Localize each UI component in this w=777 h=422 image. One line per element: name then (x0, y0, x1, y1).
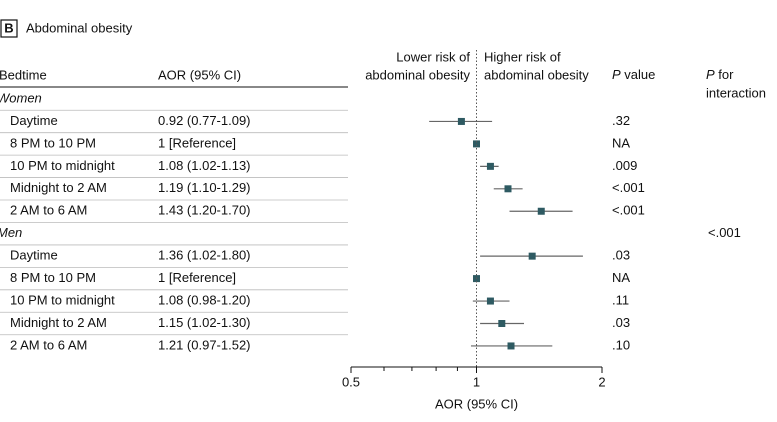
panel-label: B (4, 20, 13, 35)
point-estimate (457, 117, 465, 125)
column-header: P value (612, 67, 655, 82)
header-part: P (612, 67, 621, 82)
header-part: for (715, 67, 734, 82)
x-axis-title: AOR (95% CI) (435, 396, 518, 411)
aor-label: 0.92 (0.77-1.09) (158, 113, 251, 128)
panel-box (0, 19, 18, 38)
group-label: Men (0, 225, 22, 240)
aor-label: 1 [Reference] (158, 270, 236, 285)
row-label: 10 PM to midnight (10, 158, 115, 173)
aor-label: 1.43 (1.20-1.70) (158, 203, 251, 218)
p-value: .009 (612, 158, 637, 173)
header-part: value (621, 67, 656, 82)
point-estimate (507, 342, 515, 350)
point-estimate (473, 140, 480, 148)
p-value: .10 (612, 337, 630, 352)
row-label: Daytime (10, 248, 58, 263)
x-tick-label: 1 (473, 374, 480, 389)
p-value: <.001 (612, 180, 645, 195)
p-interaction: <.001 (708, 225, 741, 240)
chart-title: Abdominal obesity (26, 20, 133, 35)
point-estimate (537, 207, 545, 215)
row-label: 8 PM to 10 PM (10, 270, 96, 285)
header-part: P (706, 67, 715, 82)
p-value: NA (612, 270, 630, 285)
x-tick-label: 0.5 (342, 374, 360, 389)
point-estimate (486, 297, 494, 305)
row-label: Midnight to 2 AM (10, 315, 107, 330)
p-value: .03 (612, 315, 630, 330)
aor-label: 1.19 (1.10-1.29) (158, 180, 251, 195)
aor-label: 1 [Reference] (158, 135, 236, 150)
p-value: .11 (612, 292, 629, 307)
p-value: .03 (612, 248, 630, 263)
aor-label: 1.15 (1.02-1.30) (158, 315, 251, 330)
group-label: Women (0, 90, 42, 105)
aor-label: 1.08 (1.02-1.13) (158, 158, 251, 173)
direction-label: abdominal obesity (365, 67, 470, 82)
point-estimate (498, 320, 506, 327)
p-value: .32 (612, 113, 630, 128)
column-header: P for (706, 67, 734, 82)
p-value: <.001 (612, 203, 645, 218)
x-tick-label: 2 (598, 374, 605, 389)
aor-label: 1.08 (0.98-1.20) (158, 292, 251, 307)
direction-label: abdominal obesity (484, 67, 589, 82)
column-header: AOR (95% CI) (158, 67, 241, 82)
aor-label: 1.21 (0.97-1.52) (158, 337, 251, 352)
row-label: Daytime (10, 113, 58, 128)
point-estimate (528, 252, 536, 260)
point-estimate (486, 162, 494, 170)
row-label: 2 AM to 6 AM (10, 337, 87, 352)
row-label: 2 AM to 6 AM (10, 203, 87, 218)
p-value: NA (612, 135, 630, 150)
aor-label: 1.36 (1.02-1.80) (158, 248, 251, 263)
column-header: interaction (706, 85, 766, 100)
row-label: Midnight to 2 AM (10, 180, 107, 195)
column-header: Bedtime (0, 67, 47, 82)
direction-label: Higher risk of (484, 49, 561, 64)
direction-label: Lower risk of (396, 49, 470, 64)
row-label: 10 PM to midnight (10, 292, 115, 307)
row-label: 8 PM to 10 PM (10, 135, 96, 150)
point-estimate (504, 185, 512, 193)
